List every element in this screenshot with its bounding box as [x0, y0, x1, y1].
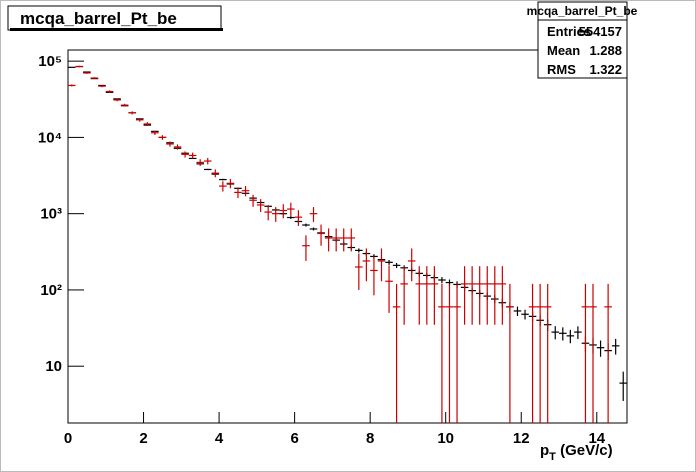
stats-label: RMS — [547, 62, 576, 77]
x-tick-label: 10 — [437, 430, 454, 447]
x-label-sub: T — [549, 451, 556, 463]
stats-box — [537, 1, 628, 79]
y-tick-label: 10⁴ — [38, 129, 62, 146]
x-tick-label: 4 — [215, 430, 224, 447]
y-tick-label: 10⁵ — [38, 53, 62, 70]
plot-area — [68, 65, 627, 423]
chart-title: mcqa_barrel_Pt_be — [20, 9, 177, 28]
x-tick-label: 6 — [290, 430, 298, 447]
y-tick-label: 10² — [40, 282, 62, 299]
x-tick-label: 12 — [513, 430, 530, 447]
frame — [67, 49, 628, 424]
y-tick-label: 10³ — [40, 206, 62, 223]
stats-value: 1.322 — [589, 62, 622, 77]
x-tick-label: 8 — [366, 430, 374, 447]
x-tick-label: 2 — [139, 430, 147, 447]
stats-value: 1.288 — [589, 43, 622, 58]
x-tick-label: 14 — [588, 430, 605, 447]
stats-label: Mean — [547, 43, 580, 58]
stats-label: Entries — [547, 24, 591, 39]
x-label-main: p — [540, 442, 549, 459]
title-box — [7, 5, 222, 31]
y-tick-label: 10 — [45, 358, 62, 375]
stats-title: mcqa_barrel_Pt_be — [527, 4, 638, 18]
x-tick-label: 0 — [64, 430, 72, 447]
stats-value: 554157 — [579, 24, 622, 39]
title-shadow — [10, 28, 223, 31]
x-axis-label: pT (GeV/c) — [540, 442, 613, 463]
x-label-rest: (GeV/c) — [556, 442, 613, 459]
